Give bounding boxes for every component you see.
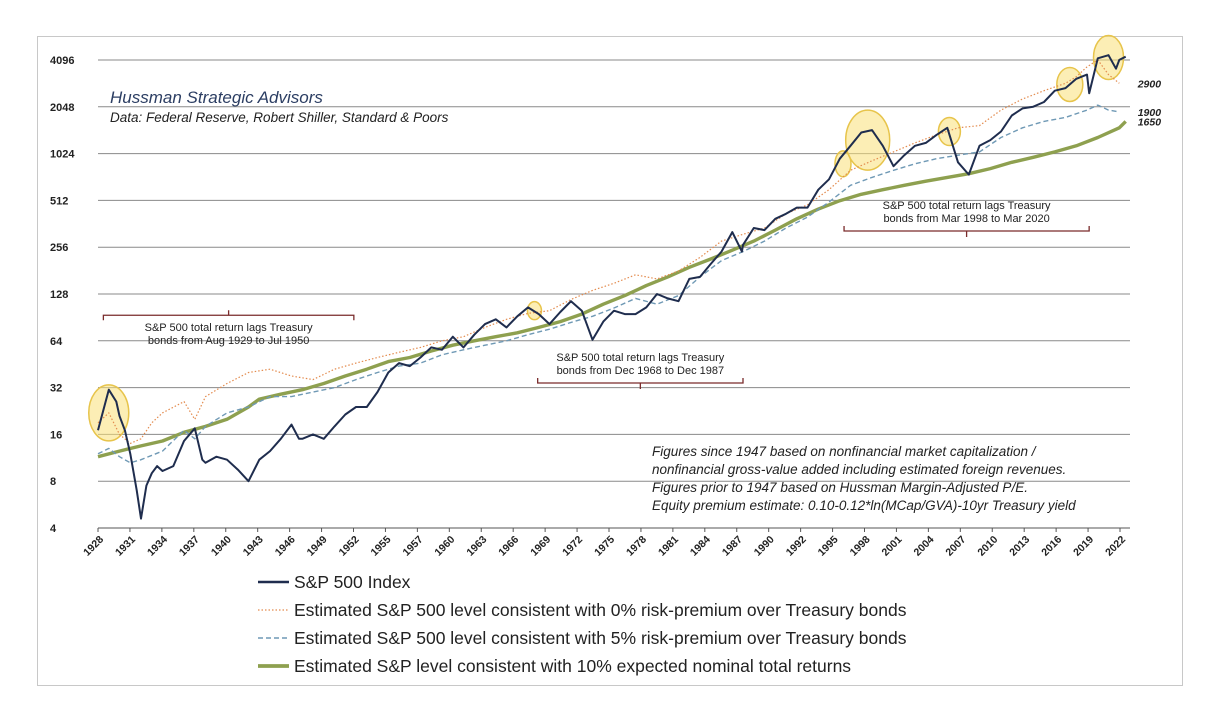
- x-tick-label: 1934: [145, 534, 170, 559]
- y-tick-label: 32: [50, 383, 62, 395]
- highlight-circle: [844, 109, 891, 171]
- annotation-text: S&P 500 total return lags Treasury: [556, 352, 724, 364]
- series-line-1: [97, 59, 1120, 444]
- x-tick-label: 1928: [81, 534, 106, 559]
- series-line-3: [97, 120, 1127, 459]
- x-tick-label: 2019: [1071, 534, 1096, 559]
- y-tick-label: 8: [50, 476, 56, 488]
- series-line-0: [97, 54, 1127, 520]
- x-tick-label: 1966: [496, 534, 521, 559]
- x-tick-label: 2013: [1007, 534, 1032, 559]
- y-tick-label: 64: [50, 336, 63, 348]
- annotation-bracket: [843, 226, 1090, 237]
- legend-label-2: Estimated S&P 500 level consistent with …: [294, 628, 907, 648]
- annotation-bracket: [537, 378, 744, 389]
- chart-frame: [37, 36, 1183, 686]
- y-tick-label: 4096: [50, 55, 74, 67]
- y-tick-label: 256: [50, 242, 68, 254]
- end-value-label: 1650: [1138, 116, 1162, 128]
- x-tick-label: 1952: [337, 534, 362, 559]
- y-tick-label: 1024: [50, 149, 75, 161]
- x-tick-label: 2016: [1039, 534, 1064, 559]
- annotation-text: bonds from Aug 1929 to Jul 1950: [148, 335, 309, 347]
- annotation-text: bonds from Mar 1998 to Mar 2020: [883, 213, 1049, 225]
- y-tick-label: 128: [50, 289, 68, 301]
- x-tick-label: 1975: [592, 534, 617, 559]
- series-line-2: [97, 104, 1120, 464]
- x-tick-label: 1960: [432, 534, 457, 559]
- legend-label-0: S&P 500 Index: [294, 572, 411, 592]
- x-tick-label: 1949: [305, 534, 330, 559]
- chart-title: Hussman Strategic Advisors: [110, 88, 323, 107]
- y-tick-label: 16: [50, 429, 62, 441]
- x-tick-label: 1972: [560, 534, 585, 559]
- y-tick-label: 4: [50, 523, 57, 535]
- annotation-text: S&P 500 total return lags Treasury: [145, 322, 313, 334]
- x-tick-label: 1937: [177, 534, 202, 559]
- x-tick-label: 1955: [369, 534, 394, 559]
- legend-label-3: Estimated S&P level consistent with 10% …: [294, 656, 851, 676]
- x-tick-label: 1969: [528, 534, 553, 559]
- x-tick-label: 1987: [720, 534, 745, 559]
- x-tick-label: 1984: [688, 534, 713, 559]
- x-tick-label: 2022: [1103, 534, 1128, 559]
- x-tick-label: 2001: [880, 534, 905, 559]
- end-value-label: 2900: [1137, 78, 1162, 90]
- annotation-text: bonds from Dec 1968 to Dec 1987: [557, 365, 725, 377]
- x-tick-label: 1981: [656, 534, 681, 559]
- methodology-note: Figures since 1947 based on nonfinancial…: [652, 444, 1037, 459]
- x-tick-label: 1978: [624, 534, 649, 559]
- x-tick-label: 1957: [400, 534, 425, 559]
- methodology-note: Figures prior to 1947 based on Hussman M…: [652, 480, 1028, 495]
- x-tick-label: 1963: [464, 534, 489, 559]
- x-tick-label: 1943: [241, 534, 266, 559]
- x-tick-label: 1998: [848, 534, 873, 559]
- x-tick-label: 2010: [975, 534, 1000, 559]
- x-tick-label: 1946: [273, 534, 298, 559]
- y-tick-label: 2048: [50, 102, 74, 114]
- end-value-label: 1900: [1138, 107, 1162, 119]
- methodology-note: Equity premium estimate: 0.10-0.12*ln(MC…: [652, 498, 1076, 513]
- chart-subtitle: Data: Federal Reserve, Robert Shiller, S…: [110, 110, 449, 125]
- legend-label-1: Estimated S&P 500 level consistent with …: [294, 600, 907, 620]
- x-tick-label: 1995: [816, 534, 841, 559]
- x-tick-label: 2007: [943, 534, 968, 559]
- methodology-note: nonfinancial gross-value added including…: [652, 462, 1066, 477]
- x-tick-label: 1990: [752, 534, 777, 559]
- y-tick-label: 512: [50, 195, 68, 207]
- annotation-text: S&P 500 total return lags Treasury: [883, 200, 1051, 212]
- x-tick-label: 1940: [209, 534, 234, 559]
- x-tick-label: 1931: [113, 534, 138, 559]
- x-tick-label: 1992: [784, 534, 809, 559]
- x-tick-label: 2004: [911, 534, 936, 559]
- annotation-bracket: [102, 310, 355, 321]
